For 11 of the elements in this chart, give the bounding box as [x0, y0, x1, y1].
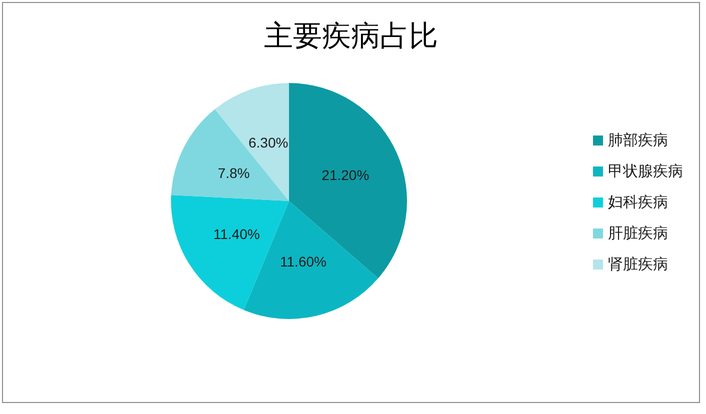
- chart-title: 主要疾病占比: [264, 20, 438, 52]
- legend-label: 肾脏疾病: [608, 256, 668, 273]
- data-label: 11.60%: [280, 253, 326, 270]
- legend-label: 妇科疾病: [608, 194, 668, 211]
- legend-label: 肝脏疾病: [608, 225, 668, 242]
- data-label: 11.40%: [213, 226, 260, 242]
- data-label: 7.8%: [218, 164, 250, 181]
- legend-label: 肺部疾病: [608, 132, 668, 149]
- data-label: 6.30%: [248, 134, 288, 151]
- data-label: 21.20%: [322, 167, 370, 184]
- legend-label: 甲状腺疾病: [608, 163, 683, 180]
